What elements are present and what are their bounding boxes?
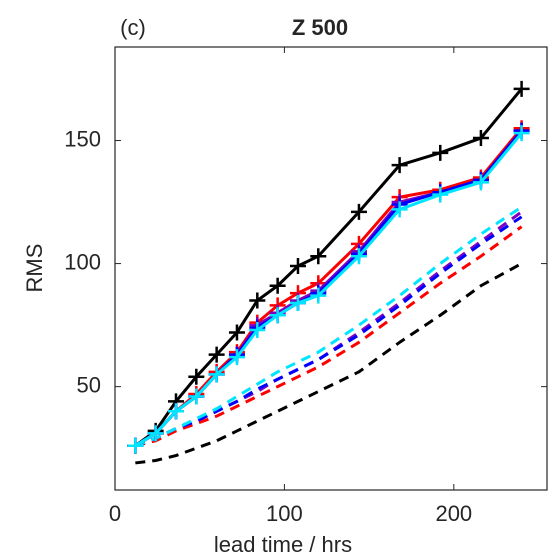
marker (391, 201, 408, 218)
marker (249, 292, 266, 309)
marker (147, 425, 164, 442)
marker (350, 248, 367, 265)
marker (472, 130, 489, 147)
marker (127, 437, 144, 454)
marker (188, 388, 205, 405)
y-tick-label: 150 (64, 126, 101, 151)
x-tick-label: 200 (435, 501, 472, 526)
marker (432, 144, 449, 161)
marker (513, 80, 530, 97)
x-axis-label: lead time / hrs (214, 532, 352, 557)
marker (167, 403, 184, 420)
marker (208, 366, 225, 383)
series-line (134, 215, 523, 448)
marker (188, 368, 205, 385)
marker (310, 287, 327, 304)
plot-frame (114, 46, 548, 491)
marker (310, 248, 327, 265)
marker (269, 307, 286, 324)
marker (289, 294, 306, 311)
series-line (135, 262, 523, 465)
marker (289, 258, 306, 275)
panel-label: (c) (120, 15, 146, 40)
y-axis-label: RMS (22, 244, 47, 293)
marker (208, 346, 225, 363)
marker (350, 203, 367, 220)
series-line (134, 205, 523, 448)
marker (432, 186, 449, 203)
x-tick-label: 100 (266, 501, 303, 526)
marker (249, 322, 266, 339)
marker (472, 174, 489, 191)
marker (228, 324, 245, 341)
marker (228, 349, 245, 366)
y-tick-label: 100 (64, 249, 101, 274)
chart-title: Z 500 (292, 15, 348, 40)
x-tick-label: 0 (109, 501, 121, 526)
series-line (134, 225, 523, 448)
marker (391, 157, 408, 174)
marker (513, 125, 530, 142)
series-line (134, 132, 523, 447)
y-tick-label: 50 (77, 372, 101, 397)
marker (269, 277, 286, 294)
